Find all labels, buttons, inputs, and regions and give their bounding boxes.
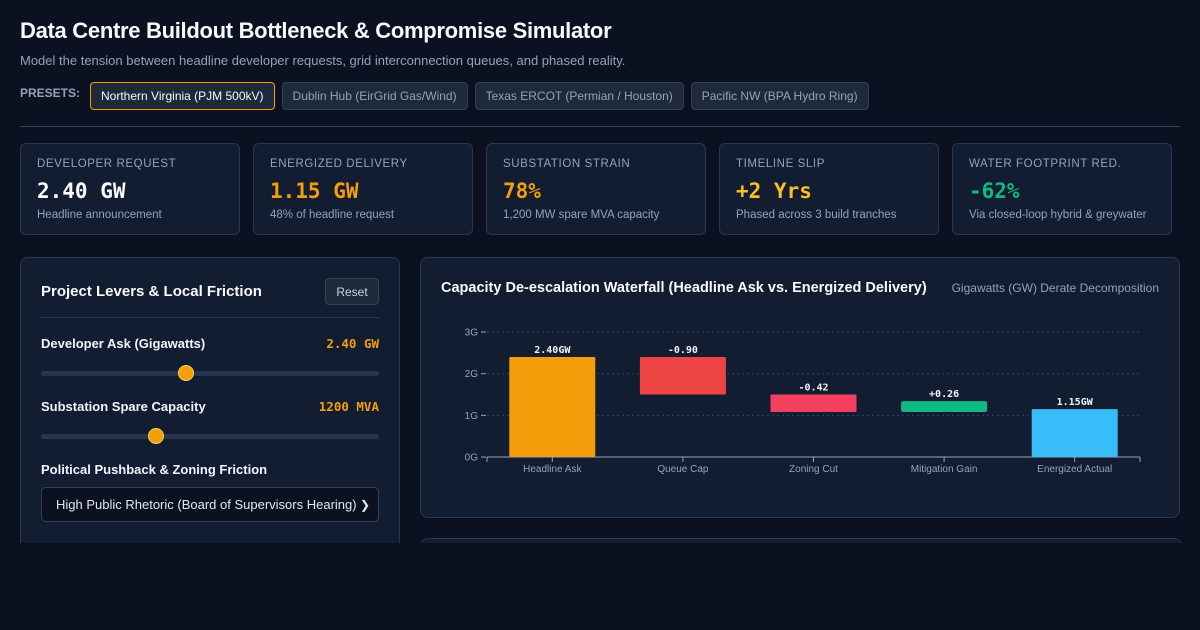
preset-northern-virginia[interactable]: Northern Virginia (PJM 500kV) [90, 82, 275, 110]
kpi-label: SUBSTATION STRAIN [503, 158, 631, 170]
kpi-note: 48% of headline request [270, 209, 395, 221]
zoning-friction-label: Political Pushback & Zoning Friction [41, 462, 268, 477]
bar-data-label: -0.90 [668, 345, 698, 356]
bar-data-label: -0.42 [798, 383, 828, 394]
developer-ask-label: Developer Ask (Gigawatts) [41, 336, 206, 351]
waterfall-chart: 0G 1G 2G 3G 2.40GW Headline Ask -0.90 Queue Cap… [465, 328, 1141, 475]
x-tick-label: Mitigation Gain [911, 464, 978, 475]
x-tick-label: Queue Cap [657, 464, 709, 475]
kpi-value: 78% [503, 179, 541, 203]
substation-capacity-label: Substation Spare Capacity [41, 399, 206, 414]
preset-pacific-nw[interactable]: Pacific NW (BPA Hydro Ring) [690, 82, 869, 110]
kpi-note: 1,200 MW spare MVA capacity [503, 209, 660, 221]
kpi-label: TIMELINE SLIP [736, 158, 825, 170]
y-tick-label: 2G [465, 369, 479, 380]
levers-panel-header: Project Levers & Local Friction Reset [41, 278, 379, 318]
waterfall-bar [639, 357, 726, 395]
developer-ask-control: Developer Ask (Gigawatts) 2.40 GW [41, 336, 379, 381]
kpi-energized-delivery: ENERGIZED DELIVERY 1.15 GW 48% of headli… [253, 143, 473, 235]
levers-panel: Project Levers & Local Friction Reset De… [20, 257, 400, 557]
bar-data-label: 2.40GW [534, 345, 571, 356]
header-divider [20, 126, 1180, 127]
x-tick-label: Energized Actual [1037, 464, 1112, 475]
reset-button[interactable]: Reset [325, 278, 379, 305]
kpi-timeline-slip: TIMELINE SLIP +2 Yrs Phased across 3 bui… [719, 143, 939, 235]
kpi-value: +2 Yrs [736, 179, 812, 203]
slider-thumb[interactable] [147, 428, 164, 444]
substation-capacity-value: 1200 MVA [318, 399, 379, 414]
kpi-value: -62% [969, 179, 1020, 203]
y-tick-label: 3G [465, 328, 479, 339]
kpi-note: Headline announcement [37, 209, 162, 221]
substation-capacity-control: Substation Spare Capacity 1200 MVA [41, 399, 379, 444]
kpi-value: 2.40 GW [37, 179, 126, 203]
kpi-substation-strain: SUBSTATION STRAIN 78% 1,200 MW spare MVA… [486, 143, 706, 235]
kpi-value: 1.15 GW [270, 179, 359, 203]
slider-track [41, 371, 379, 376]
substation-capacity-slider[interactable] [41, 428, 379, 444]
y-tick-label: 0G [465, 453, 479, 464]
viewport-cutoff [0, 543, 1200, 630]
waterfall-bar [509, 357, 596, 457]
developer-ask-value: 2.40 GW [326, 336, 379, 351]
zoning-friction-control: Political Pushback & Zoning Friction Hig… [41, 462, 379, 522]
preset-bar: PRESETS: Northern Virginia (PJM 500kV) D… [20, 82, 876, 110]
slider-track [41, 434, 379, 439]
waterfall-bar [770, 394, 857, 412]
y-tick-label: 1G [465, 411, 479, 422]
x-tick-label: Headline Ask [523, 464, 582, 475]
chart-title: Capacity De-escalation Waterfall (Headli… [441, 280, 927, 296]
zoning-friction-select[interactable]: High Public Rhetoric (Board of Superviso… [41, 487, 379, 522]
levers-panel-title: Project Levers & Local Friction [41, 283, 262, 300]
waterfall-bar [901, 401, 988, 412]
kpi-label: ENERGIZED DELIVERY [270, 158, 408, 170]
kpi-note: Phased across 3 build tranches [736, 209, 897, 221]
x-tick-label: Zoning Cut [789, 464, 838, 475]
presets-label: PRESETS: [20, 86, 81, 100]
kpi-note: Via closed-loop hybrid & greywater [969, 209, 1147, 221]
preset-dublin-hub[interactable]: Dublin Hub (EirGrid Gas/Wind) [281, 82, 468, 110]
bar-data-label: 1.15GW [1057, 397, 1094, 408]
kpi-row: DEVELOPER REQUEST 2.40 GW Headline annou… [20, 143, 1172, 235]
waterfall-chart-panel: Capacity De-escalation Waterfall (Headli… [420, 257, 1180, 518]
waterfall-bar [1031, 409, 1118, 457]
bar-data-label: +0.26 [929, 389, 959, 400]
zoning-friction-selected: High Public Rhetoric (Board of Superviso… [56, 497, 356, 512]
slider-thumb[interactable] [178, 365, 195, 381]
chart-subtitle: Gigawatts (GW) Derate Decomposition [951, 281, 1159, 295]
page-header: Data Centre Buildout Bottleneck & Compro… [20, 18, 625, 68]
kpi-label: DEVELOPER REQUEST [37, 158, 177, 170]
kpi-developer-request: DEVELOPER REQUEST 2.40 GW Headline annou… [20, 143, 240, 235]
developer-ask-slider[interactable] [41, 365, 379, 381]
kpi-label: WATER FOOTPRINT RED. [969, 158, 1122, 170]
page-title: Data Centre Buildout Bottleneck & Compro… [20, 18, 612, 43]
kpi-water-footprint: WATER FOOTPRINT RED. -62% Via closed-loo… [952, 143, 1172, 235]
chevron-down-icon: ❯ [359, 497, 370, 512]
preset-texas-ercot[interactable]: Texas ERCOT (Permian / Houston) [474, 82, 684, 110]
page-subtitle: Model the tension between headline devel… [20, 53, 626, 68]
